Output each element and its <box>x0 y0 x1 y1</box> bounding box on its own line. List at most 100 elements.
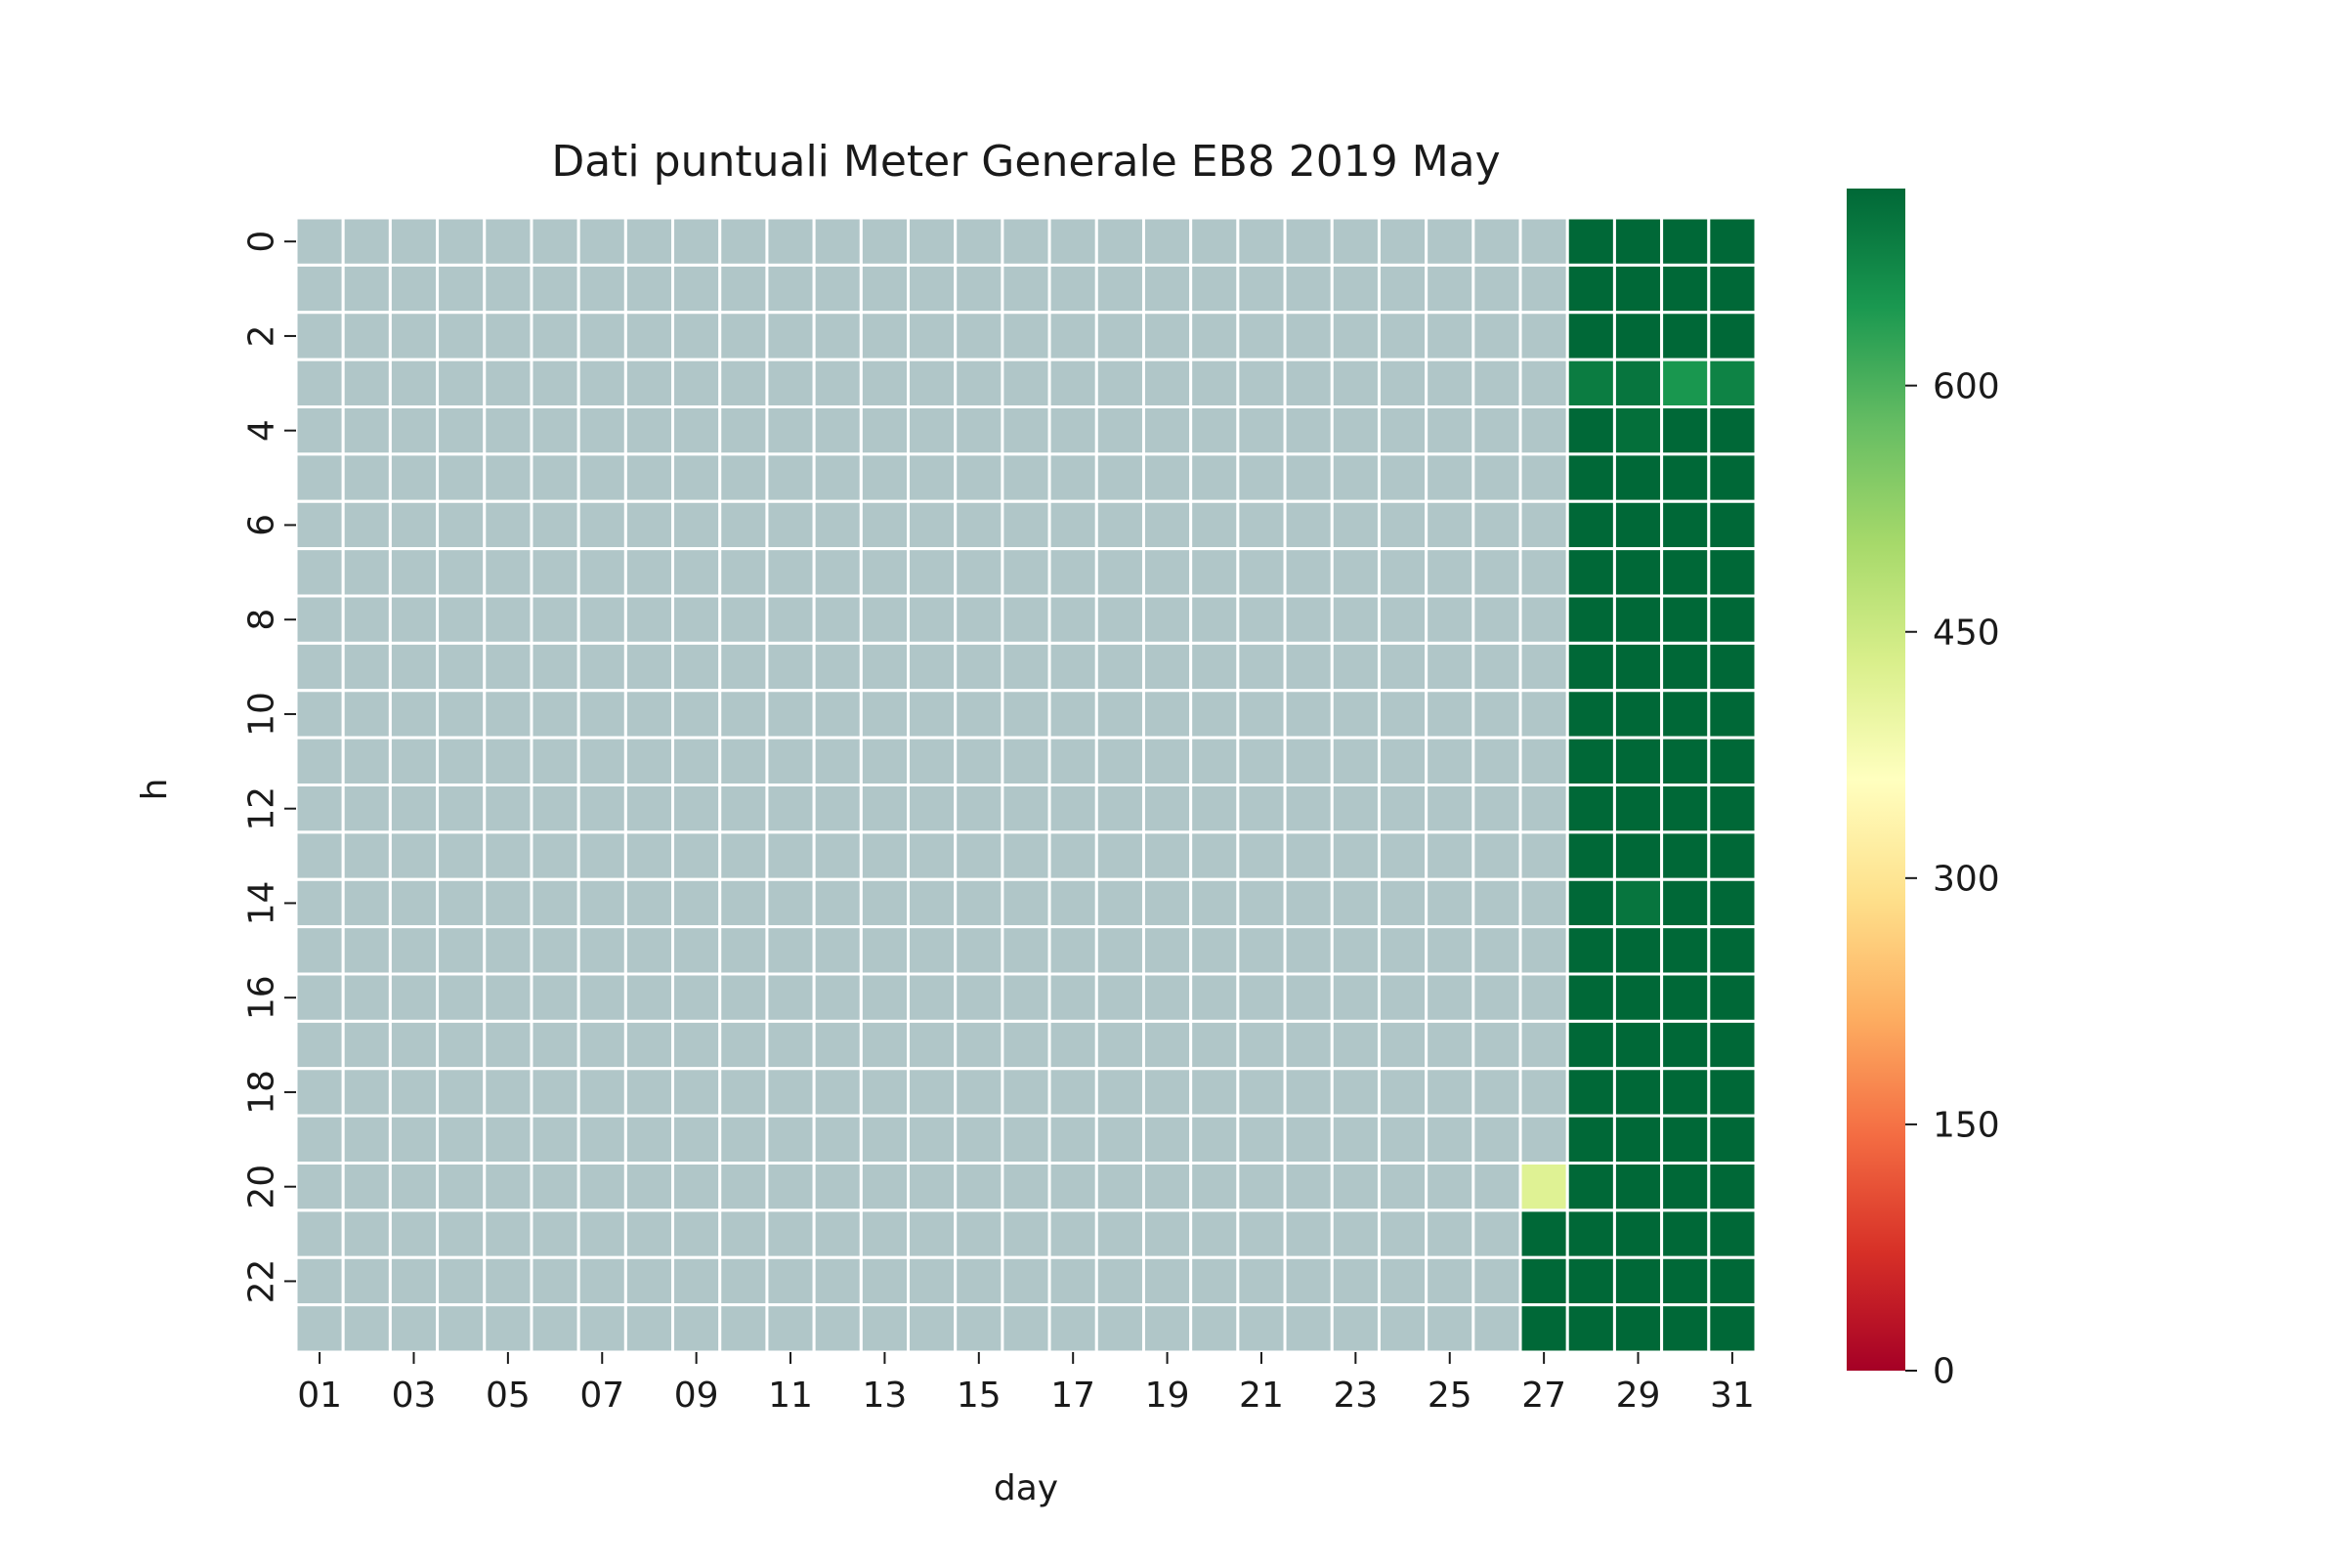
heatmap-cell <box>671 689 722 740</box>
heatmap-cell <box>1471 1255 1522 1307</box>
heatmap-cell <box>1471 405 1522 456</box>
heatmap-cell <box>576 1067 627 1118</box>
heatmap-cell <box>436 1208 487 1259</box>
heatmap-cell <box>623 1255 675 1307</box>
heatmap-cell <box>765 641 816 693</box>
heatmap-cell <box>623 1067 675 1118</box>
heatmap-cell <box>1001 877 1051 929</box>
heatmap-cell <box>1425 452 1475 503</box>
y-axis-ticks: 0 2 4 6 8 10 12 14 16 18 20 22 <box>242 231 296 1303</box>
heatmap-cell <box>765 1208 816 1259</box>
heatmap-cell <box>1047 594 1098 645</box>
heatmap-cell <box>1707 925 1758 976</box>
heatmap-cell <box>671 1303 722 1354</box>
heatmap-cell <box>1283 594 1334 645</box>
heatmap-cell <box>1236 547 1287 598</box>
heatmap-cell <box>623 216 675 267</box>
heatmap-cell <box>1612 689 1664 740</box>
heatmap-cell <box>765 689 816 740</box>
heatmap-cell <box>1330 689 1381 740</box>
heatmap-cell <box>1565 784 1616 834</box>
heatmap-cell <box>1283 216 1334 267</box>
heatmap-cell <box>1660 925 1711 976</box>
x-tick-label: 15 <box>957 1376 1002 1416</box>
heatmap-cell <box>1094 1303 1145 1354</box>
heatmap-cell <box>1425 1114 1475 1165</box>
heatmap-cell <box>1189 736 1240 786</box>
heatmap-cell <box>671 1162 722 1212</box>
heatmap-cell <box>1425 877 1475 929</box>
heatmap-cell <box>718 358 769 408</box>
heatmap-cell <box>1330 263 1381 315</box>
colorbar-tick-label: 600 <box>1933 366 2000 406</box>
heatmap-cell <box>859 689 911 740</box>
x-tick-label: 19 <box>1145 1376 1190 1416</box>
heatmap-cell <box>859 1208 911 1259</box>
heatmap-cell <box>341 641 392 693</box>
heatmap-cell <box>954 1067 1004 1118</box>
heatmap-cell <box>1330 641 1381 693</box>
heatmap-cell <box>1660 736 1711 786</box>
heatmap-cell <box>1707 689 1758 740</box>
heatmap-cell <box>1141 499 1193 551</box>
heatmap-cell <box>1377 972 1428 1023</box>
heatmap-cell <box>483 547 533 598</box>
heatmap-cell <box>1612 1067 1664 1118</box>
heatmap-cell <box>1425 594 1475 645</box>
heatmap-cell <box>341 452 392 503</box>
heatmap-cell <box>1565 1114 1616 1165</box>
heatmap-cell <box>576 405 627 456</box>
heatmap-cell <box>1094 499 1145 551</box>
heatmap-cell <box>1001 594 1051 645</box>
heatmap-cell <box>1330 311 1381 361</box>
heatmap-cell <box>436 499 487 551</box>
heatmap-cell <box>1565 1067 1616 1118</box>
heatmap-cell <box>483 216 533 267</box>
heatmap-cell <box>1189 405 1240 456</box>
heatmap-cell <box>341 830 392 881</box>
heatmap-cell <box>954 784 1004 834</box>
heatmap-cell <box>1660 830 1711 881</box>
colorbar-tick-label: 450 <box>1933 613 2000 653</box>
heatmap-cell <box>623 1162 675 1212</box>
heatmap-cell <box>483 1255 533 1307</box>
heatmap-cell <box>859 358 911 408</box>
heatmap-cell <box>1283 1208 1334 1259</box>
heatmap-cell <box>294 405 345 456</box>
heatmap-cell <box>907 830 958 881</box>
heatmap-cell <box>1660 311 1711 361</box>
heatmap-cell <box>1377 1019 1428 1071</box>
heatmap-cell <box>1001 547 1051 598</box>
heatmap-cell <box>1236 1255 1287 1307</box>
heatmap-cell <box>1471 1019 1522 1071</box>
heatmap-cell <box>765 736 816 786</box>
heatmap-cell <box>436 594 487 645</box>
heatmap-cell <box>1660 547 1711 598</box>
heatmap-cell <box>623 1208 675 1259</box>
heatmap-cell <box>859 499 911 551</box>
heatmap-cell <box>1612 736 1664 786</box>
heatmap-cell <box>765 499 816 551</box>
heatmap-cell <box>1707 405 1758 456</box>
heatmap-cell <box>1707 452 1758 503</box>
heatmap-cell <box>1518 1019 1569 1071</box>
heatmap-cell <box>812 499 863 551</box>
heatmap-cell <box>1141 1208 1193 1259</box>
heatmap-cell <box>1330 830 1381 881</box>
heatmap-cell <box>1283 311 1334 361</box>
heatmap-cell <box>1001 452 1051 503</box>
heatmap-cell <box>812 547 863 598</box>
colorbar-tick-label: 300 <box>1933 859 2000 899</box>
heatmap-cell <box>1518 1303 1569 1354</box>
heatmap-cell <box>1001 405 1051 456</box>
y-tick-label: 10 <box>242 692 282 737</box>
heatmap-cell <box>1707 358 1758 408</box>
heatmap-cell <box>718 1067 769 1118</box>
x-tick-label: 07 <box>579 1376 624 1416</box>
heatmap-cell <box>1141 547 1193 598</box>
heatmap-cell <box>1189 925 1240 976</box>
heatmap-cell <box>859 405 911 456</box>
heatmap-cell <box>859 830 911 881</box>
heatmap-cell <box>765 925 816 976</box>
heatmap-cell <box>1189 784 1240 834</box>
